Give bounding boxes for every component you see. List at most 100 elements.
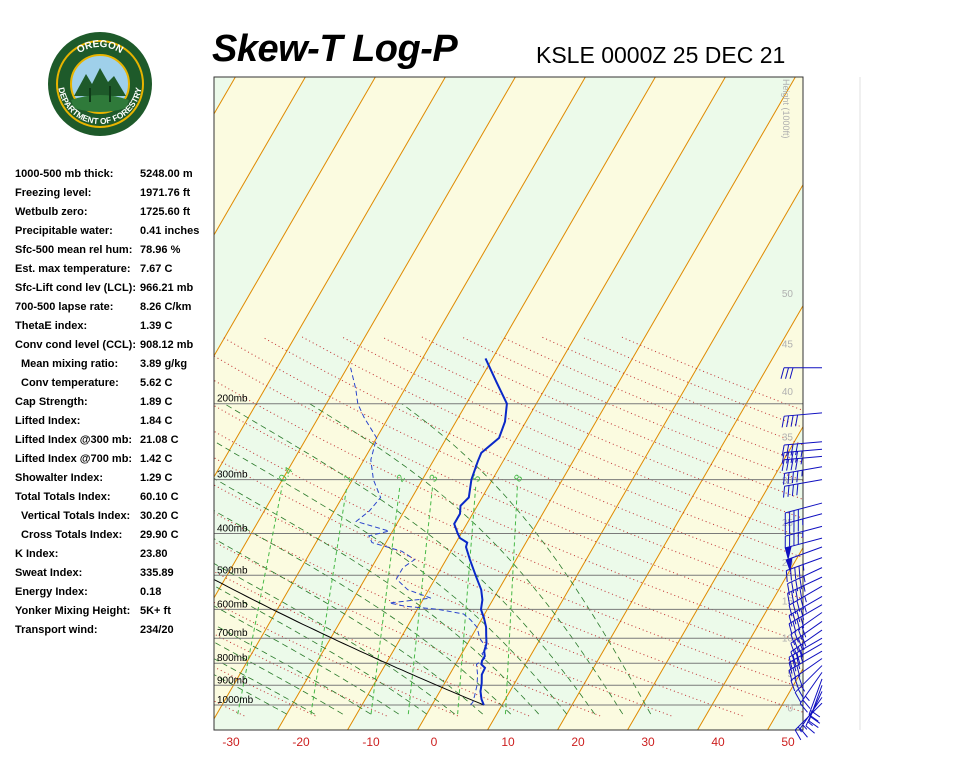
pressure-label: 400mb [217,523,248,534]
wind-barb-flag [796,652,801,664]
dry-adiabat [214,700,245,717]
wind-barb-staff [790,629,823,653]
index-label: Transport wind: [15,624,98,636]
wind-barb-staff [784,479,823,487]
wind-barb-flag [805,725,815,734]
x-tick-label: 0 [431,735,438,749]
index-value: 234/20 [140,624,174,636]
wind-barb-panel [805,77,860,730]
wind-barb [790,658,823,692]
pressure-label: 800mb [217,653,248,664]
wind-barb-half-flag [801,643,805,651]
index-label: Sweat Index: [15,567,83,579]
wind-barb [781,448,823,464]
wind-barb-half-flag [803,575,806,583]
mixing-ratio-line [310,485,348,715]
index-value: 0.18 [140,586,162,598]
wind-barb [788,643,823,674]
wind-barb-half-flag [800,650,803,657]
index-label: Mean mixing ratio: [21,358,119,370]
wind-barb-flag [781,452,785,464]
wind-barb [780,367,822,379]
wind-barb-flag [796,483,799,496]
wind-barb-staff [788,585,823,606]
wind-barb-flag [800,598,805,610]
index-label: Conv temperature: [21,377,119,389]
x-tick-label: 20 [571,735,585,749]
mixing-ratio-label: 3 [427,473,440,485]
index-value: 5.62 C [140,377,173,389]
wind-barb-flag [791,471,794,484]
mixing-ratio-line [237,485,283,715]
index-label: Lifted Index @300 mb: [15,434,133,446]
wind-barb [790,629,823,663]
wind-barb-flag [810,716,821,724]
mixing-ratio-label: 8 [512,473,525,485]
oregon-forestry-logo-graphic: OREGON DEPARTMENT OF FORESTRY [48,32,152,136]
index-label: K Index: [15,548,59,560]
wind-barb-flag [808,720,819,728]
index-value: 1.89 C [140,396,173,408]
index-value: 7.67 C [140,263,173,275]
pressure-label: 200mb [217,394,248,405]
wind-barb-flag [786,459,790,471]
wind-barb-flag [799,577,803,590]
index-value: 908.12 mb [140,339,194,351]
height-tick-label: 40 [782,387,794,398]
wind-barb-staff [785,525,823,537]
isotherm-line [214,77,306,236]
index-value: 1725.60 ft [140,206,191,218]
height-tick-label: 30 [782,476,794,487]
moist-adiabat [401,403,652,715]
wind-barb-flag [795,458,799,470]
dry-adiabat [301,336,803,559]
isotherm-line [214,77,236,115]
index-value: 5248.00 m [140,168,193,180]
isotherm-line [0,77,95,730]
wind-barb-flag [796,610,801,623]
wind-barb-flag [794,729,802,741]
wind-barb-flag [791,484,794,497]
height-tick-label: 10 [782,633,794,644]
wind-barb-staff [808,678,823,715]
index-label: Lifted Index: [15,415,81,427]
wind-barb-flag [795,579,799,592]
pressure-label: 1000mb [217,695,254,706]
mixing-ratio-line [407,485,434,715]
wind-barb-flag [786,444,790,456]
plot-area: 0.4 1 2 3 5 8 [0,77,803,730]
index-value: 1971.76 ft [140,187,191,199]
index-value: 0.41 inches [140,225,200,237]
wind-barb-flag [788,657,793,669]
wind-barb-flag [796,657,801,670]
wind-barb-flag [785,367,789,379]
index-label: Yonker Mixing Height: [15,605,131,617]
wind-barb-half-flag [802,724,808,730]
index-label: Conv cond level (CCL): [15,339,137,351]
height-axis-title: Height (1000ft) [781,79,791,139]
wind-barb-flag [794,649,799,661]
wind-barb-flag [791,591,795,603]
wind-barb-flag [796,470,799,483]
wind-barb-flag [802,699,811,709]
wind-barb-flag [790,444,794,456]
wind-barb [799,697,823,738]
moist-adiabat [214,605,399,715]
wind-barb-flag [799,703,808,713]
mixing-ratio-label: 1 [342,473,355,485]
index-label: Sfc-Lift cond lev (LCL): [15,282,136,294]
isotherm-band [0,77,165,730]
wind-barb-flag [792,660,797,672]
wind-barb-staff [784,455,823,461]
wind-barb-flag [790,451,794,464]
wind-barb-flag [794,677,799,689]
moist-adiabat [214,563,455,715]
moist-adiabat [309,403,624,715]
wind-barb-flag [797,628,803,641]
wind-barb-flag [790,680,796,692]
wind-barb [784,502,823,525]
wind-barb [788,585,823,617]
wind-barb [781,412,823,428]
index-label: Energy Index: [15,586,88,598]
